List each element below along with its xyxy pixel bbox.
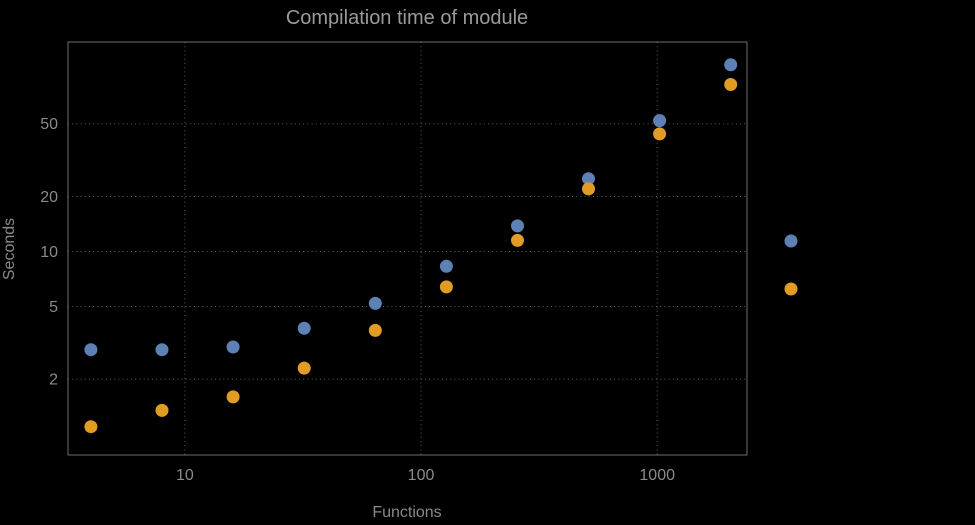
data-point <box>582 172 595 186</box>
chart-title: Compilation time of module <box>286 7 528 29</box>
legend <box>784 234 798 296</box>
series-blue <box>84 58 738 357</box>
y-tick-label: 2 <box>49 372 58 389</box>
x-tick-label: 100 <box>408 467 435 484</box>
y-tick-label: 20 <box>40 189 58 206</box>
data-point <box>155 403 169 417</box>
data-point <box>439 259 453 273</box>
data-point <box>84 343 98 357</box>
data-point <box>653 114 667 128</box>
y-tick-label: 10 <box>40 244 58 261</box>
x-axis-label: Functions <box>372 504 441 521</box>
data-point <box>226 390 240 404</box>
data-point <box>653 127 667 141</box>
data-point <box>724 58 738 72</box>
data-point <box>368 296 382 310</box>
x-tick-label: 10 <box>176 467 194 484</box>
plot-frame <box>67 41 748 456</box>
tick-labels: 10 100 1000 2 5 10 20 50 <box>40 116 675 484</box>
data-points <box>84 58 738 434</box>
series-orange <box>84 78 738 434</box>
data-point <box>84 420 98 434</box>
y-axis-label: Seconds <box>1 218 18 280</box>
legend-marker <box>784 282 798 296</box>
legend-marker <box>784 234 798 248</box>
grid-layer <box>68 42 747 455</box>
data-point <box>511 233 524 247</box>
y-tick-label: 50 <box>40 116 58 133</box>
data-point <box>439 280 453 294</box>
data-point <box>511 219 524 233</box>
data-point <box>724 78 738 91</box>
data-point <box>226 340 240 354</box>
x-tick-label: 1000 <box>639 467 675 484</box>
y-tick-label: 5 <box>49 299 58 316</box>
data-point <box>297 361 311 375</box>
data-point <box>297 321 311 335</box>
data-point <box>155 343 169 357</box>
data-point <box>368 323 382 337</box>
data-point <box>582 182 595 196</box>
